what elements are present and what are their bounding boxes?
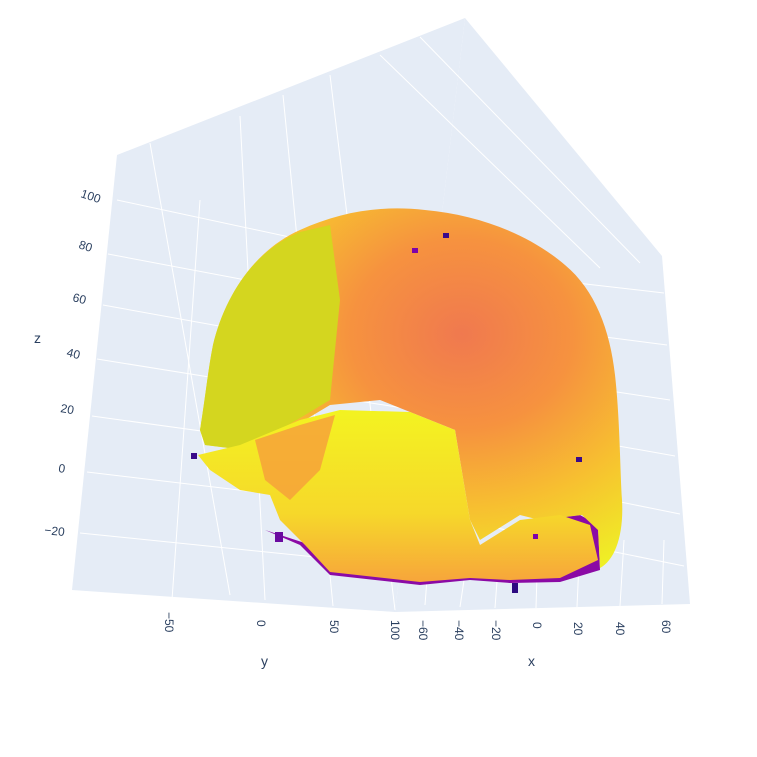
x-axis-title: x <box>528 653 535 669</box>
x-tick-label: −20 <box>489 620 503 641</box>
x-tick-label: −60 <box>416 620 430 641</box>
x-tick-label: 0 <box>530 622 544 629</box>
surface-marker <box>275 532 283 542</box>
surface-marker <box>191 453 197 459</box>
surface-marker <box>443 233 449 238</box>
y-tick-label: −50 <box>162 612 176 633</box>
x-tick-label: 40 <box>613 622 627 636</box>
z-tick-label: 20 <box>59 401 75 417</box>
x-tick-label: 60 <box>659 620 673 634</box>
y-tick-label: 0 <box>254 620 268 627</box>
surface-trace[interactable] <box>191 208 623 593</box>
y-axis: −50 0 50 100 y <box>162 612 402 669</box>
y-tick-label: 100 <box>388 620 402 640</box>
surface-patch <box>255 415 335 500</box>
surface-marker <box>533 534 538 539</box>
z-tick-label: 40 <box>65 345 82 362</box>
surface-marker <box>512 583 518 593</box>
z-tick-label: 0 <box>58 461 67 476</box>
x-tick-label: −40 <box>452 620 466 641</box>
z-tick-label: 80 <box>77 238 94 256</box>
surface-marker <box>412 248 418 253</box>
z-tick-label: 60 <box>71 290 88 307</box>
y-tick-label: 50 <box>327 620 341 634</box>
z-axis: 100 80 60 40 20 0 −20 z <box>34 187 103 540</box>
z-axis-title: z <box>34 330 41 346</box>
z-tick-label: 100 <box>79 187 103 207</box>
y-axis-title: y <box>261 653 268 669</box>
z-tick-label: −20 <box>44 523 66 539</box>
x-tick-label: 20 <box>571 622 585 636</box>
surface-side <box>200 225 340 450</box>
surface-marker <box>576 457 582 462</box>
x-axis: −60 −40 −20 0 20 40 60 x <box>416 620 673 669</box>
